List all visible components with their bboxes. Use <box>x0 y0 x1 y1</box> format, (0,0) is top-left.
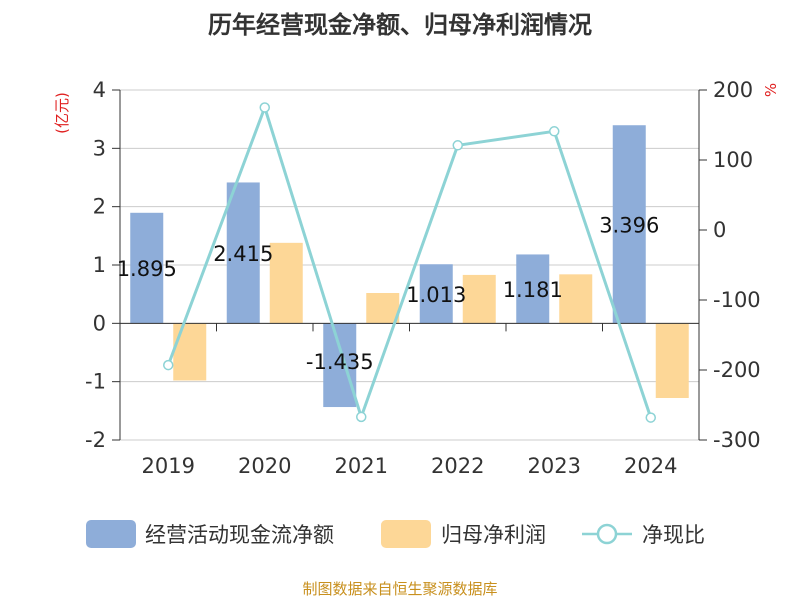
y-left-tick-label: 4 <box>93 78 106 102</box>
ratio-point-2022[interactable] <box>452 140 463 151</box>
y-right-unit: % <box>762 83 780 97</box>
bar-netprofit-2023[interactable] <box>559 274 593 324</box>
data-label-cashflow-2024: 3.396 <box>599 213 659 237</box>
y-left-tick-label: -1 <box>85 370 106 394</box>
bar-cashflow-2023[interactable] <box>516 254 550 324</box>
x-tick-label-2024: 2024 <box>624 454 677 478</box>
ratio-line-series <box>163 102 656 423</box>
ratio-point-2023[interactable] <box>549 126 560 137</box>
data-labels: 1.895 2.415 -1.435 1.013 1.181 3.396 <box>117 213 660 374</box>
data-source-note: 制图数据来自恒生聚源数据库 <box>302 580 497 598</box>
data-label-cashflow-2023: 1.181 <box>503 278 563 302</box>
legend-label-ratio[interactable]: 净现比 <box>642 523 705 547</box>
ratio-point-2024[interactable] <box>645 412 656 423</box>
legend-swatch-cashflow <box>86 520 136 548</box>
bar-netprofit-2022[interactable] <box>462 274 496 324</box>
legend-label-cashflow[interactable]: 经营活动现金流净额 <box>145 523 334 547</box>
x-tick-label-2022: 2022 <box>431 454 484 478</box>
y-right-tick-label: -200 <box>713 358 761 382</box>
data-label-cashflow-2021: -1.435 <box>306 350 374 374</box>
x-tick-label-2020: 2020 <box>238 454 291 478</box>
bar-netprofit-2024[interactable] <box>655 323 689 398</box>
ratio-line <box>166 106 653 419</box>
legend-swatch-ratio-marker <box>596 523 618 545</box>
bar-netprofit-2019[interactable] <box>173 323 207 381</box>
bar-cashflow-2020[interactable] <box>226 182 260 324</box>
x-tick-label-2021: 2021 <box>335 454 388 478</box>
ratio-point-2020[interactable] <box>259 102 270 113</box>
legend-swatch-netprofit <box>381 520 431 548</box>
y-left-tick-label: -2 <box>85 428 106 452</box>
bar-cashflow-2021[interactable] <box>323 323 357 408</box>
x-tick-label-2019: 2019 <box>142 454 195 478</box>
bar-netprofit-2020[interactable] <box>269 242 303 324</box>
legend-label-netprofit[interactable]: 归母净利润 <box>441 523 546 547</box>
chart-title: 历年经营现金净额、归母净利润情况 <box>208 11 592 39</box>
data-label-cashflow-2022: 1.013 <box>406 283 466 307</box>
bar-cashflow-2019[interactable] <box>130 212 164 324</box>
tick-labels: 4 3 2 1 0 -1 -2 200 100 0 -100 -200 -300 2019 2020 2021… <box>85 78 761 478</box>
data-label-cashflow-2019: 1.895 <box>117 257 177 281</box>
axes <box>112 89 707 441</box>
y-left-tick-label: 1 <box>93 253 106 277</box>
y-right-tick-label: -300 <box>713 428 761 452</box>
y-left-tick-label: 3 <box>93 136 106 160</box>
y-right-tick-label: -100 <box>713 288 761 312</box>
ratio-point-2019[interactable] <box>163 359 174 371</box>
y-right-tick-label: 100 <box>713 148 753 172</box>
legend[interactable]: 经营活动现金流净额 归母净利润 净现比 <box>86 520 705 548</box>
bar-cashflow-2022[interactable] <box>419 264 453 324</box>
y-right-tick-label: 0 <box>713 218 726 242</box>
bar-cashflow-2024[interactable] <box>612 125 646 324</box>
y-left-tick-label: 0 <box>93 311 106 335</box>
y-left-unit: (亿元) <box>53 92 71 134</box>
y-right-tick-label: 200 <box>713 78 753 102</box>
data-label-cashflow-2020: 2.415 <box>213 242 273 266</box>
bars <box>130 125 689 408</box>
bar-netprofit-2021[interactable] <box>366 293 400 324</box>
x-tick-label-2023: 2023 <box>528 454 581 478</box>
y-left-tick-label: 2 <box>93 195 106 219</box>
ratio-point-2021[interactable] <box>356 411 367 423</box>
